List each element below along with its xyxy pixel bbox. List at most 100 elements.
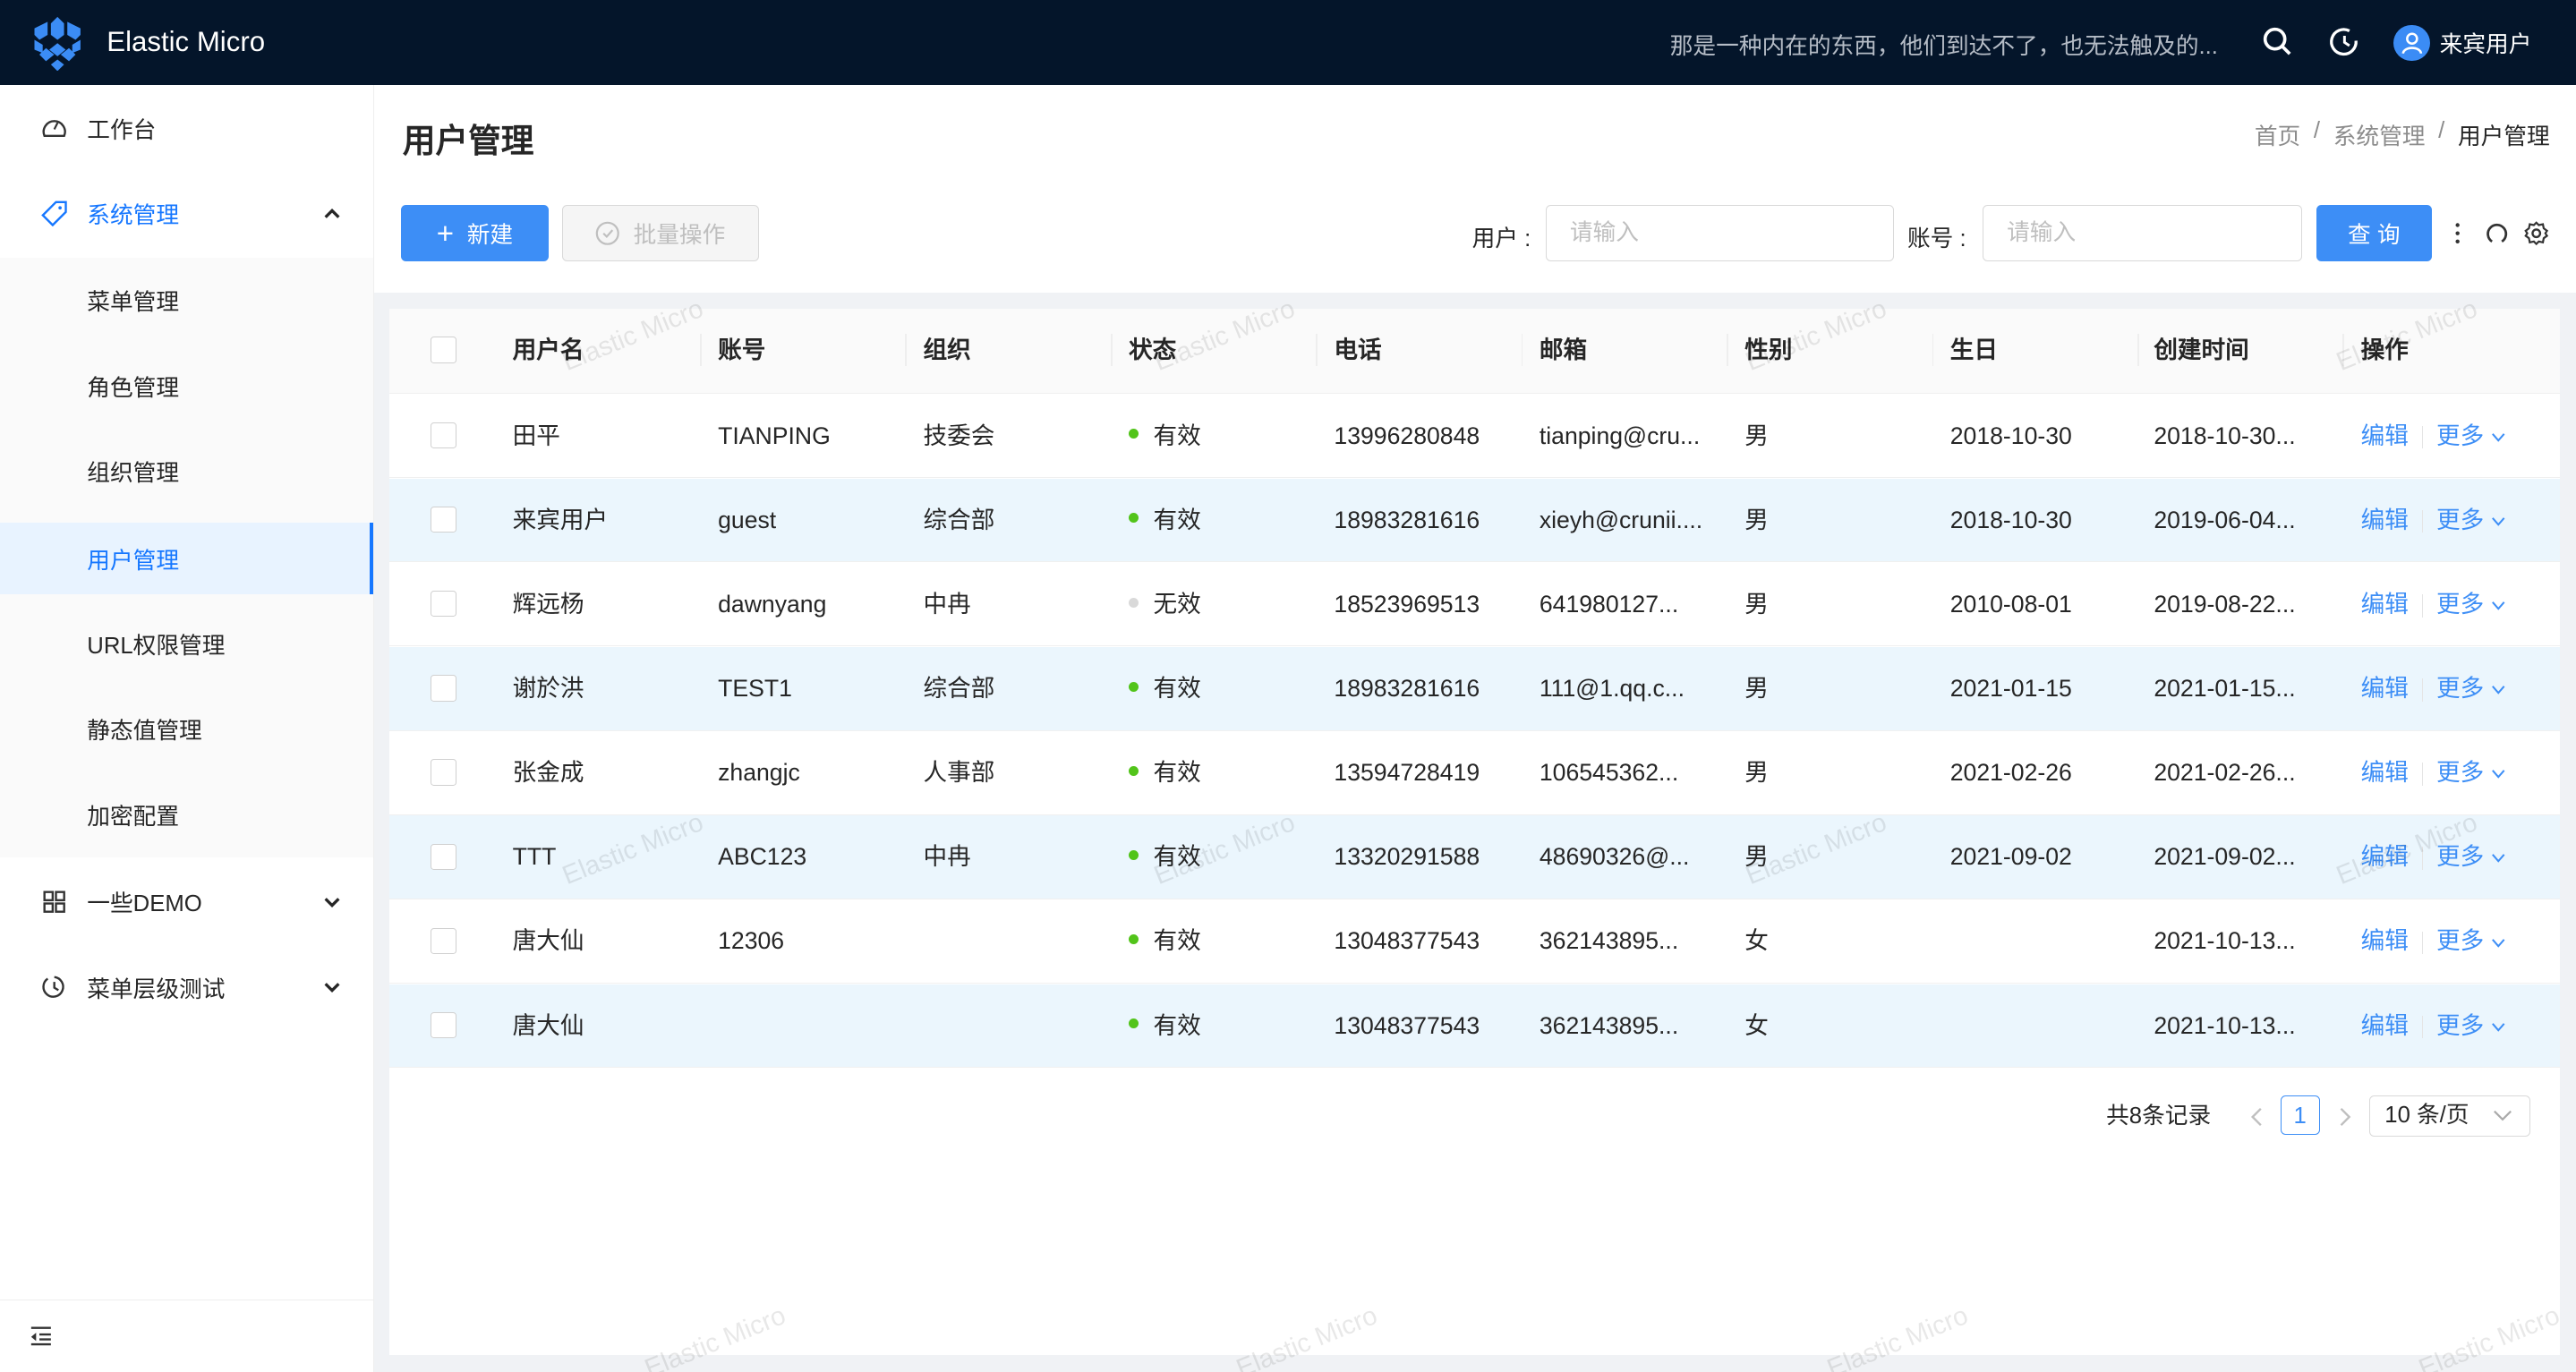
status-dot [1128, 681, 1139, 692]
row-checkbox[interactable] [430, 843, 457, 870]
table-row: 张金成 zhangjc 人事部 有效 13594728419 106545362... 男 2… [389, 731, 2560, 815]
edit-link[interactable]: 编辑 [2360, 506, 2409, 533]
more-dropdown[interactable]: 更多 [2436, 1012, 2505, 1039]
batch-operation-button[interactable]: 批量操作 [561, 205, 759, 261]
breadcrumb-home[interactable]: 首页 [2254, 124, 2301, 150]
edit-link[interactable]: 编辑 [2360, 674, 2409, 702]
user-filter-input[interactable] [1546, 205, 1895, 261]
column-header[interactable]: 状态 [1128, 337, 1177, 364]
sidebar-item-menu-mgmt[interactable]: 菜单管理 [0, 264, 373, 337]
column-header[interactable]: 电话 [1334, 337, 1382, 364]
status-dot [1128, 429, 1139, 439]
new-button[interactable]: + 新建 [400, 205, 550, 261]
sidebar-item-label: URL权限管理 [87, 633, 226, 659]
cell-email: 106545362... [1539, 759, 1679, 787]
sidebar-item-workbench[interactable]: 工作台 [0, 92, 373, 165]
chevron-down-icon [2491, 1022, 2505, 1032]
sidebar-item-label: 菜单管理 [87, 290, 180, 316]
more-dropdown[interactable]: 更多 [2436, 927, 2505, 954]
sidebar-item-label: 用户管理 [87, 548, 180, 574]
sidebar-item-user-mgmt[interactable]: 用户管理 [0, 522, 373, 595]
cell-gender: 男 [1744, 422, 1769, 449]
column-header[interactable]: 账号 [718, 337, 766, 364]
cell-name: 辉远杨 [512, 590, 584, 618]
sidebar-item-system[interactable]: 系统管理 [0, 177, 373, 250]
account-filter-input[interactable] [1983, 205, 2302, 261]
more-vertical-icon[interactable] [2444, 220, 2470, 246]
gear-icon[interactable] [2523, 220, 2549, 246]
table-row: TTT ABC123 中冉 有效 13320291588 48690326@... 男 202… [389, 815, 2560, 899]
edit-link[interactable]: 编辑 [2360, 759, 2409, 787]
row-checkbox[interactable] [430, 591, 457, 618]
sidebar-item-org-mgmt[interactable]: 组织管理 [0, 435, 373, 507]
cell-phone: 13996280848 [1334, 422, 1480, 449]
edit-link[interactable]: 编辑 [2360, 843, 2409, 871]
column-header[interactable]: 生日 [1949, 337, 1998, 364]
edit-link[interactable]: 编辑 [2360, 422, 2409, 449]
cell-actions: 编辑 更多 [2361, 899, 2505, 984]
row-checkbox[interactable] [430, 422, 457, 449]
row-checkbox[interactable] [430, 675, 457, 702]
cell-birthday: 2018-10-30 [1949, 506, 2072, 533]
more-label: 更多 [2436, 590, 2485, 618]
history-icon[interactable] [2328, 26, 2361, 59]
cell-email: xieyh@crunii.... [1539, 506, 1703, 533]
edit-link[interactable]: 编辑 [2360, 1011, 2409, 1039]
sidebar-item-url-perm[interactable]: URL权限管理 [0, 608, 373, 680]
account-filter-label: 账号 : [1907, 226, 1966, 251]
column-header[interactable]: 邮箱 [1539, 337, 1588, 364]
action-divider [2421, 593, 2424, 618]
more-dropdown[interactable]: 更多 [2436, 675, 2505, 702]
user-menu[interactable]: 来宾用户 [2393, 24, 2531, 61]
breadcrumb-system[interactable]: 系统管理 [2333, 124, 2426, 150]
plus-icon: + [436, 217, 455, 251]
chevron-right-icon[interactable] [2336, 1107, 2352, 1127]
sidebar-item-menu-level-test[interactable]: 菜单层级测试 [0, 951, 373, 1024]
row-checkbox[interactable] [430, 759, 457, 786]
breadcrumb-separator: / [2438, 118, 2445, 144]
column-header[interactable]: 性别 [1744, 337, 1793, 364]
cell-birthday: 2021-02-26 [1949, 759, 2072, 787]
column-header[interactable]: 用户名 [512, 337, 584, 364]
row-checkbox[interactable] [430, 1011, 457, 1039]
clock-icon [42, 976, 64, 999]
sidebar-item-label: 工作台 [87, 117, 157, 143]
edit-link[interactable]: 编辑 [2360, 590, 2409, 618]
search-icon[interactable] [2262, 26, 2295, 59]
page-size-value: 10 条/页 [2384, 1103, 2469, 1129]
query-button[interactable]: 查 询 [2316, 205, 2432, 261]
cell-org: 技委会 [923, 422, 995, 449]
row-checkbox[interactable] [430, 506, 457, 533]
select-all-checkbox[interactable] [430, 337, 457, 363]
cell-account: 12306 [718, 927, 785, 955]
cell-account: TEST1 [718, 674, 792, 702]
new-button-label: 新建 [466, 223, 514, 249]
more-dropdown[interactable]: 更多 [2436, 422, 2505, 449]
chevron-down-icon [2491, 516, 2505, 526]
sidebar-item-static-values[interactable]: 静态值管理 [0, 694, 373, 766]
cell-actions: 编辑 更多 [2361, 647, 2505, 731]
edit-link[interactable]: 编辑 [2360, 927, 2409, 955]
more-dropdown[interactable]: 更多 [2436, 843, 2505, 870]
more-label: 更多 [2436, 674, 2485, 702]
cell-phone: 18983281616 [1334, 674, 1480, 702]
sidebar-item-demo[interactable]: 一些DEMO [0, 865, 373, 938]
more-dropdown[interactable]: 更多 [2436, 591, 2505, 618]
more-dropdown[interactable]: 更多 [2436, 759, 2505, 786]
reload-icon[interactable] [2484, 220, 2510, 246]
table-row: 唐大仙 有效 13048377543 362143895... 女 2021-10-13.… [389, 984, 2560, 1069]
page-size-select[interactable]: 10 条/页 [2368, 1095, 2530, 1138]
column-divider [905, 333, 908, 367]
menu-fold-icon[interactable] [30, 1325, 53, 1348]
pagination-page-1[interactable]: 1 [2280, 1095, 2320, 1136]
cell-created: 2019-08-22... [2154, 590, 2296, 618]
chevron-left-icon[interactable] [2249, 1107, 2265, 1127]
more-dropdown[interactable]: 更多 [2436, 507, 2505, 533]
row-checkbox[interactable] [430, 927, 457, 955]
column-divider [1727, 333, 1728, 367]
column-header[interactable]: 创建时间 [2154, 337, 2249, 364]
sidebar-item-encryption[interactable]: 加密配置 [0, 779, 373, 851]
user-filter-label: 用户 : [1471, 226, 1531, 251]
column-header[interactable]: 组织 [923, 337, 971, 364]
sidebar-item-role-mgmt[interactable]: 角色管理 [0, 350, 373, 422]
